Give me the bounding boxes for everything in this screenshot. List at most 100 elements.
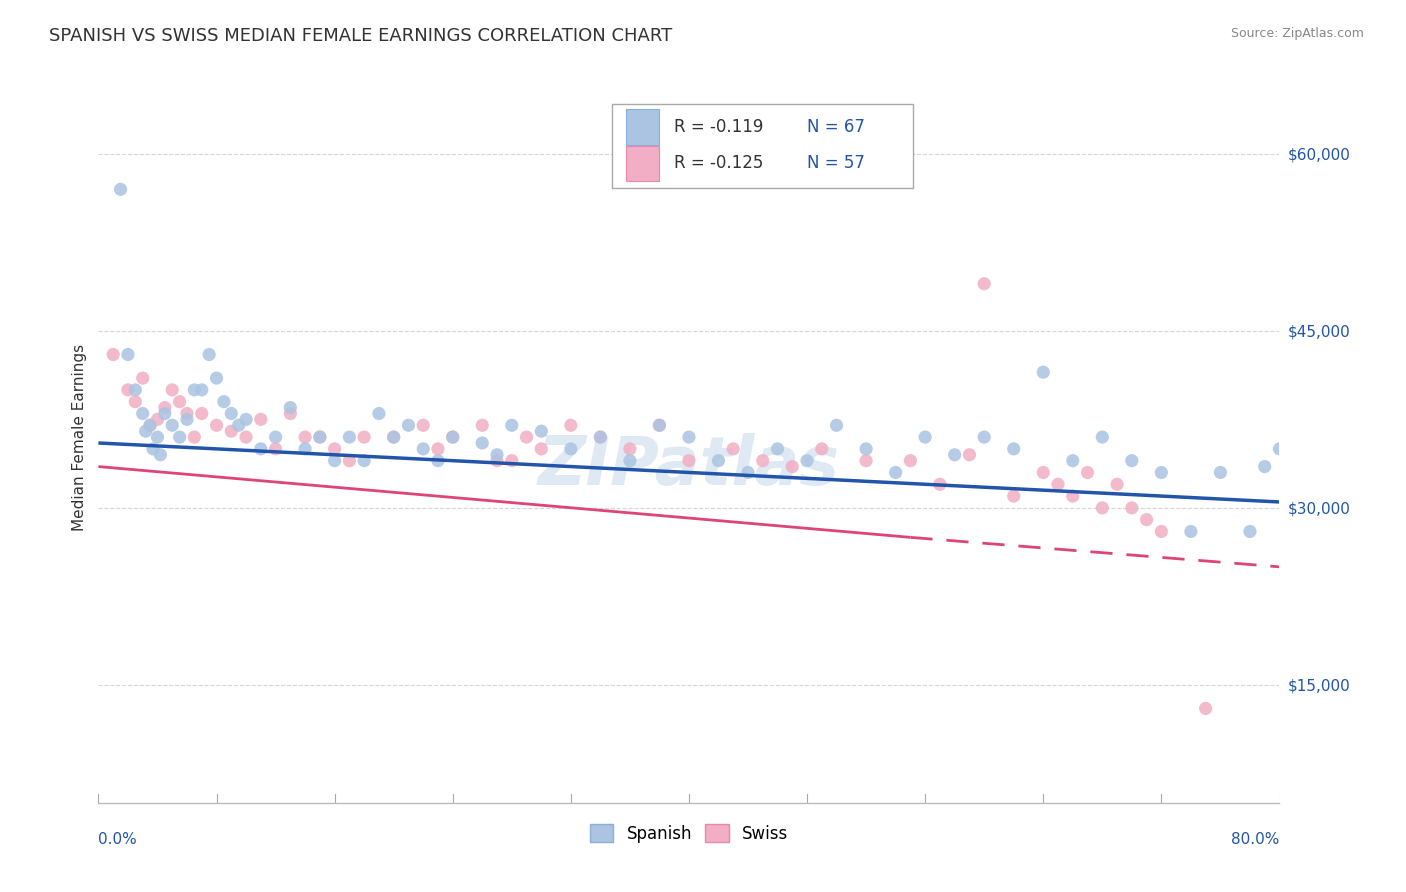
Point bbox=[619, 453, 641, 467]
Point bbox=[124, 394, 146, 409]
Point bbox=[1180, 524, 1202, 539]
Point bbox=[796, 453, 818, 467]
Point bbox=[294, 442, 316, 456]
Point bbox=[250, 412, 273, 426]
Y-axis label: Median Female Earnings: Median Female Earnings bbox=[72, 343, 87, 531]
Point bbox=[1107, 477, 1129, 491]
Point bbox=[117, 383, 139, 397]
Point bbox=[1047, 477, 1070, 491]
Point bbox=[162, 383, 183, 397]
Point bbox=[162, 418, 183, 433]
Point bbox=[619, 442, 641, 456]
Text: 80.0%: 80.0% bbox=[1232, 832, 1279, 847]
Point bbox=[205, 418, 228, 433]
Text: SPANISH VS SWISS MEDIAN FEMALE EARNINGS CORRELATION CHART: SPANISH VS SWISS MEDIAN FEMALE EARNINGS … bbox=[49, 27, 672, 45]
Point bbox=[914, 430, 936, 444]
Point bbox=[339, 453, 361, 467]
Point bbox=[1002, 442, 1025, 456]
Point bbox=[191, 407, 214, 421]
Point bbox=[323, 442, 346, 456]
Point bbox=[382, 430, 405, 444]
Point bbox=[752, 453, 775, 467]
Point bbox=[648, 418, 671, 433]
Text: N = 67: N = 67 bbox=[807, 118, 865, 136]
Point bbox=[1239, 524, 1261, 539]
Point bbox=[589, 430, 612, 444]
Point bbox=[560, 418, 582, 433]
Point bbox=[427, 453, 450, 467]
Point bbox=[169, 430, 191, 444]
Point bbox=[1121, 453, 1143, 467]
Point bbox=[235, 412, 257, 426]
Point bbox=[723, 442, 745, 456]
Point bbox=[648, 418, 671, 433]
Point bbox=[1032, 365, 1054, 379]
Point bbox=[398, 418, 420, 433]
Point bbox=[766, 442, 789, 456]
Point bbox=[811, 442, 834, 456]
Point bbox=[973, 277, 995, 291]
Point bbox=[309, 430, 332, 444]
Point bbox=[323, 453, 346, 467]
Point bbox=[1268, 442, 1291, 456]
Point bbox=[1062, 453, 1084, 467]
Text: Source: ZipAtlas.com: Source: ZipAtlas.com bbox=[1230, 27, 1364, 40]
Point bbox=[353, 453, 375, 467]
Point bbox=[884, 466, 907, 480]
Point bbox=[132, 407, 155, 421]
Point bbox=[737, 466, 759, 480]
Point bbox=[1209, 466, 1232, 480]
Point bbox=[516, 430, 538, 444]
Point bbox=[250, 442, 273, 456]
Point bbox=[782, 459, 804, 474]
Point bbox=[264, 430, 287, 444]
Point bbox=[176, 412, 198, 426]
Point bbox=[1150, 524, 1173, 539]
Point bbox=[678, 430, 700, 444]
FancyBboxPatch shape bbox=[612, 104, 914, 188]
Point bbox=[205, 371, 228, 385]
Point bbox=[235, 430, 257, 444]
Text: ZIPatlas: ZIPatlas bbox=[538, 434, 839, 500]
Point bbox=[146, 412, 169, 426]
Point bbox=[353, 430, 375, 444]
Point bbox=[929, 477, 952, 491]
Point bbox=[139, 418, 162, 433]
Text: N = 57: N = 57 bbox=[807, 153, 865, 172]
Point bbox=[183, 430, 205, 444]
Point bbox=[530, 424, 553, 438]
Point bbox=[1298, 536, 1320, 550]
Point bbox=[169, 394, 191, 409]
Point bbox=[149, 448, 172, 462]
Point bbox=[146, 430, 169, 444]
Point bbox=[1195, 701, 1218, 715]
Point bbox=[124, 383, 146, 397]
FancyBboxPatch shape bbox=[626, 146, 659, 181]
Point bbox=[153, 407, 176, 421]
Point bbox=[183, 383, 205, 397]
Legend: Spanish, Swiss: Spanish, Swiss bbox=[583, 818, 794, 849]
Point bbox=[103, 347, 125, 361]
Point bbox=[264, 442, 287, 456]
Point bbox=[560, 442, 582, 456]
Point bbox=[855, 453, 877, 467]
Point bbox=[221, 407, 243, 421]
Point bbox=[501, 453, 523, 467]
Point bbox=[589, 430, 612, 444]
Point bbox=[943, 448, 966, 462]
Text: 0.0%: 0.0% bbox=[98, 832, 138, 847]
Point bbox=[855, 442, 877, 456]
Point bbox=[153, 401, 176, 415]
Point bbox=[973, 430, 995, 444]
Point bbox=[707, 453, 730, 467]
Point bbox=[339, 430, 361, 444]
Point bbox=[139, 418, 162, 433]
Point bbox=[135, 424, 157, 438]
Point bbox=[1091, 500, 1114, 515]
Point bbox=[294, 430, 316, 444]
Point bbox=[1136, 513, 1159, 527]
Text: R = -0.125: R = -0.125 bbox=[673, 153, 763, 172]
Point bbox=[441, 430, 464, 444]
Point bbox=[530, 442, 553, 456]
Point bbox=[142, 442, 165, 456]
